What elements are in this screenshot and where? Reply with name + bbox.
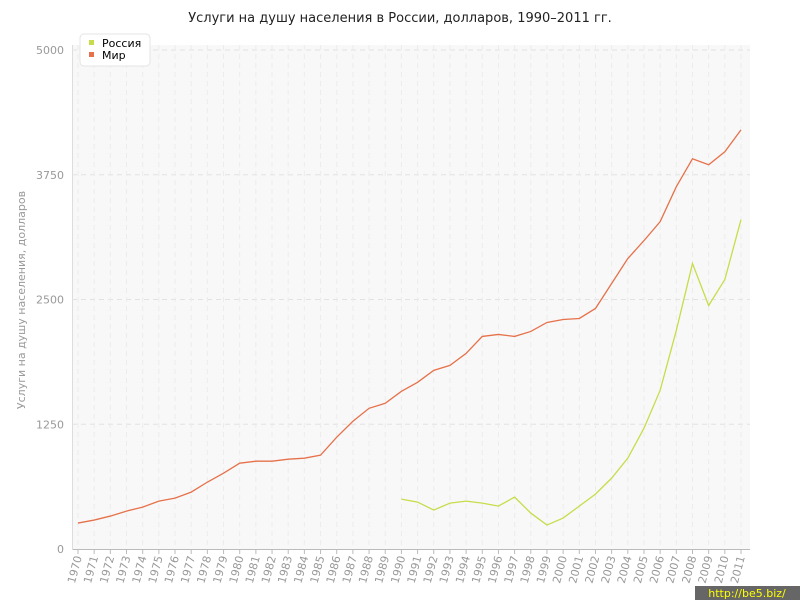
y-tick-label: 0 [57,543,64,556]
y-tick-label: 3750 [36,169,64,182]
watermark: http://be5.biz/ [708,587,786,600]
watermark-bg [695,586,800,600]
legend-swatch [89,52,94,57]
legend-label: Россия [102,37,141,50]
legend-box [79,33,151,67]
y-tick-label: 2500 [36,294,64,307]
series-line [401,219,742,526]
series-line [77,129,742,524]
legend-label: Мир [102,49,126,62]
plot-area [72,45,750,550]
y-tick-label: 5000 [36,44,64,57]
y-tick-label: 1250 [36,418,64,431]
legend-swatch [89,40,94,45]
y-axis-label: Услуги на душу населения, долларов [15,191,28,409]
chart-title: Услуги на душу населения в России, долла… [188,11,612,26]
